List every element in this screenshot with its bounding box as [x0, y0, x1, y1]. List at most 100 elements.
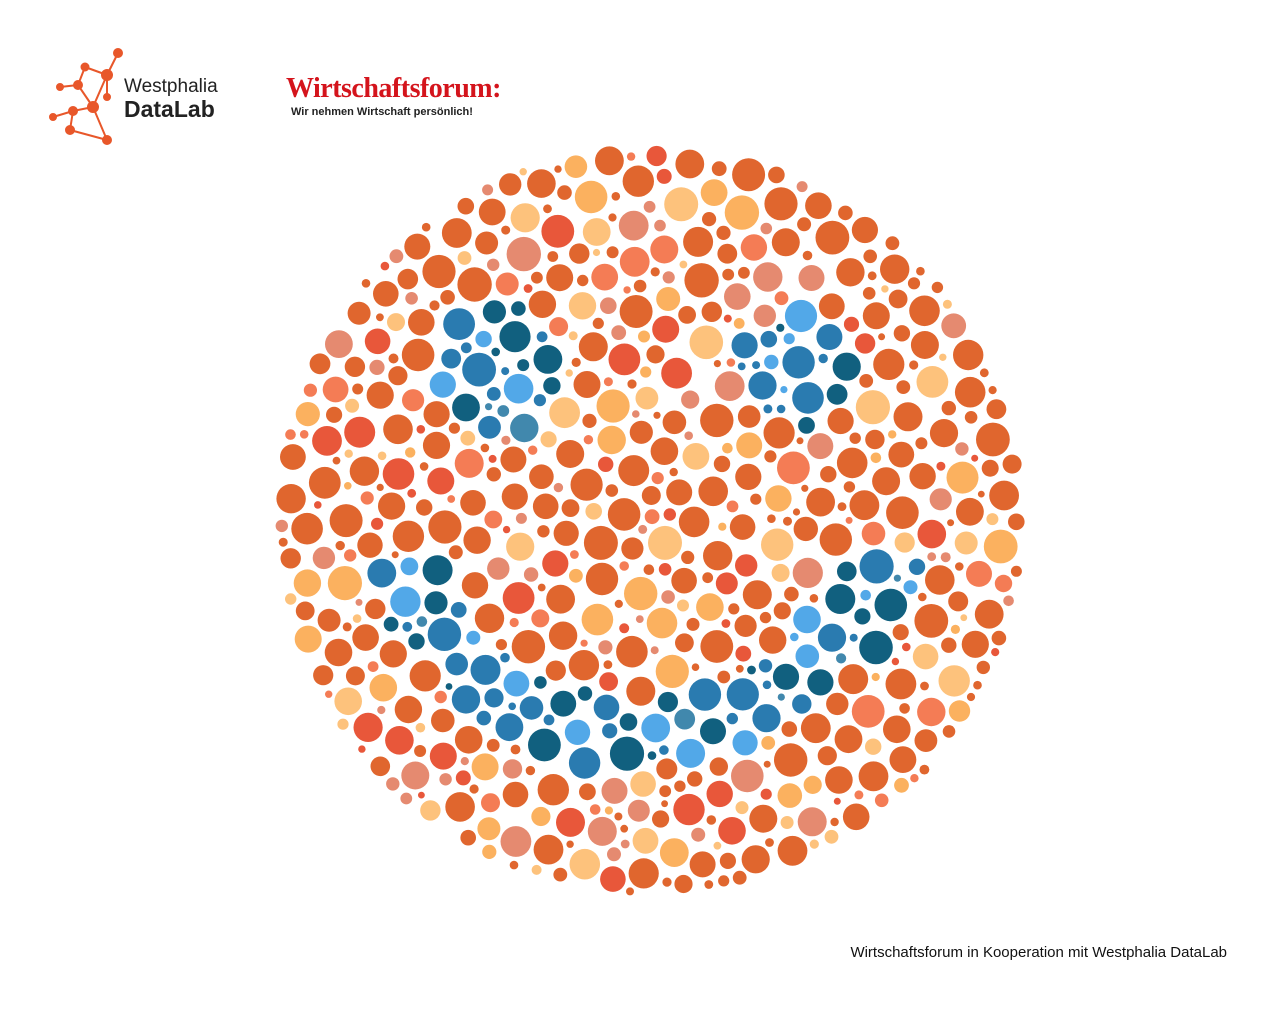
dot — [749, 804, 778, 833]
dot — [541, 214, 575, 248]
dot — [450, 602, 467, 618]
dot — [533, 834, 564, 865]
dot — [777, 451, 810, 485]
dot — [859, 549, 894, 584]
dot — [420, 800, 441, 821]
dot — [482, 844, 497, 860]
dot — [701, 301, 722, 322]
dot — [550, 690, 577, 717]
dot — [976, 422, 1010, 457]
dot — [854, 333, 876, 354]
dot — [529, 464, 554, 490]
dot — [792, 694, 812, 714]
dot — [635, 386, 659, 410]
dot — [942, 299, 952, 309]
dot — [365, 598, 386, 620]
dot — [638, 524, 648, 534]
dot — [620, 824, 629, 833]
dot — [760, 330, 778, 348]
dot — [485, 403, 493, 411]
dot — [280, 548, 301, 569]
dot — [635, 615, 644, 623]
dot — [728, 603, 740, 615]
dot — [790, 632, 799, 642]
dot — [578, 332, 608, 362]
dot — [648, 525, 682, 560]
dot — [585, 503, 602, 520]
dot — [732, 870, 747, 885]
dot — [893, 402, 923, 432]
dot — [373, 281, 399, 307]
dot — [986, 513, 999, 526]
dot — [502, 759, 523, 779]
dot — [377, 705, 386, 715]
dot — [602, 723, 618, 739]
dot — [511, 301, 526, 316]
dot — [1003, 595, 1014, 607]
dot — [686, 617, 700, 631]
dot — [419, 462, 429, 471]
dot — [759, 626, 787, 654]
dot — [713, 841, 722, 850]
dot — [826, 692, 849, 716]
dot — [915, 437, 928, 450]
dot — [557, 185, 572, 200]
dot — [378, 492, 406, 520]
dot — [619, 623, 630, 634]
dot — [834, 725, 863, 754]
dot — [570, 550, 579, 559]
dot — [795, 644, 820, 668]
dot — [733, 318, 745, 329]
dot — [1010, 565, 1022, 577]
dot — [977, 490, 985, 498]
dot — [816, 324, 843, 350]
dot — [500, 826, 532, 857]
dot — [807, 433, 834, 460]
dot — [854, 608, 871, 625]
dot — [650, 267, 660, 277]
dot — [946, 461, 979, 494]
dot — [646, 345, 665, 364]
dot — [658, 563, 672, 576]
dot — [614, 599, 623, 609]
dot — [717, 243, 738, 264]
dot — [961, 630, 989, 658]
dot — [655, 654, 689, 689]
dot — [352, 383, 364, 395]
dot — [482, 300, 506, 324]
dot — [500, 652, 510, 663]
dot — [568, 292, 597, 320]
dot — [607, 847, 621, 862]
dot — [916, 366, 949, 398]
dot — [630, 771, 656, 797]
dot — [329, 504, 363, 538]
dot — [390, 586, 421, 617]
dot — [405, 447, 416, 458]
dot — [753, 304, 776, 327]
dot — [801, 484, 809, 492]
dot — [414, 745, 427, 757]
dot — [803, 775, 822, 795]
dot — [525, 765, 536, 776]
dot — [487, 258, 500, 271]
dot — [704, 880, 714, 889]
dot — [771, 228, 800, 257]
dot — [974, 599, 1004, 629]
dot — [953, 339, 984, 371]
dot — [674, 708, 696, 730]
dot — [674, 780, 686, 792]
dot — [819, 523, 852, 556]
dot — [784, 299, 818, 333]
dot — [480, 443, 490, 453]
dot — [475, 330, 492, 348]
dot — [500, 446, 527, 473]
dot — [817, 746, 837, 766]
dot — [797, 807, 827, 837]
dot — [415, 722, 426, 733]
dot — [732, 158, 766, 192]
dot — [429, 742, 457, 770]
dot — [624, 576, 658, 611]
dot — [706, 815, 717, 825]
dot — [460, 430, 476, 446]
dot — [342, 622, 352, 632]
